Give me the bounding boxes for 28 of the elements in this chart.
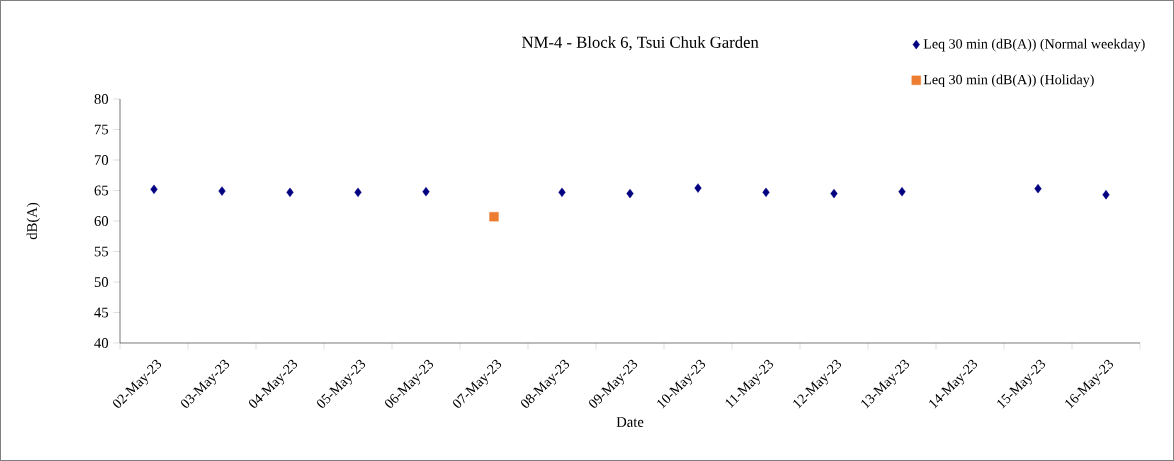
y-tick-label: 55 <box>94 246 109 257</box>
y-tick-label: 75 <box>94 124 109 135</box>
point <box>898 187 906 197</box>
y-tick-label: 80 <box>94 94 109 104</box>
point <box>626 188 634 199</box>
y-tick-label: 70 <box>94 155 109 165</box>
point <box>694 183 702 193</box>
y-tick-label: 45 <box>94 307 109 318</box>
legend-label: Leq 30 min (dB(A)) (Normal weekday) <box>923 38 1145 52</box>
point <box>354 187 362 197</box>
point <box>558 187 566 197</box>
y-axis-title: dB(A) <box>26 202 40 240</box>
point <box>1034 184 1042 194</box>
point <box>489 212 499 222</box>
y-tick-label: 65 <box>94 185 109 196</box>
point <box>422 187 430 197</box>
point <box>830 188 838 199</box>
point <box>150 184 158 194</box>
y-tick-label: 40 <box>94 338 109 348</box>
point <box>286 187 294 197</box>
y-tick-label: 60 <box>94 216 109 226</box>
point <box>218 186 226 196</box>
legend-label: Leq 30 min (dB(A)) (Holiday) <box>923 74 1094 88</box>
y-tick-label: 50 <box>94 277 109 287</box>
point <box>762 187 770 197</box>
point <box>1102 190 1110 200</box>
x-axis-title: Date <box>616 417 644 427</box>
chart-title: NM-4 - Block 6, Tsui Chuk Garden <box>522 36 759 51</box>
